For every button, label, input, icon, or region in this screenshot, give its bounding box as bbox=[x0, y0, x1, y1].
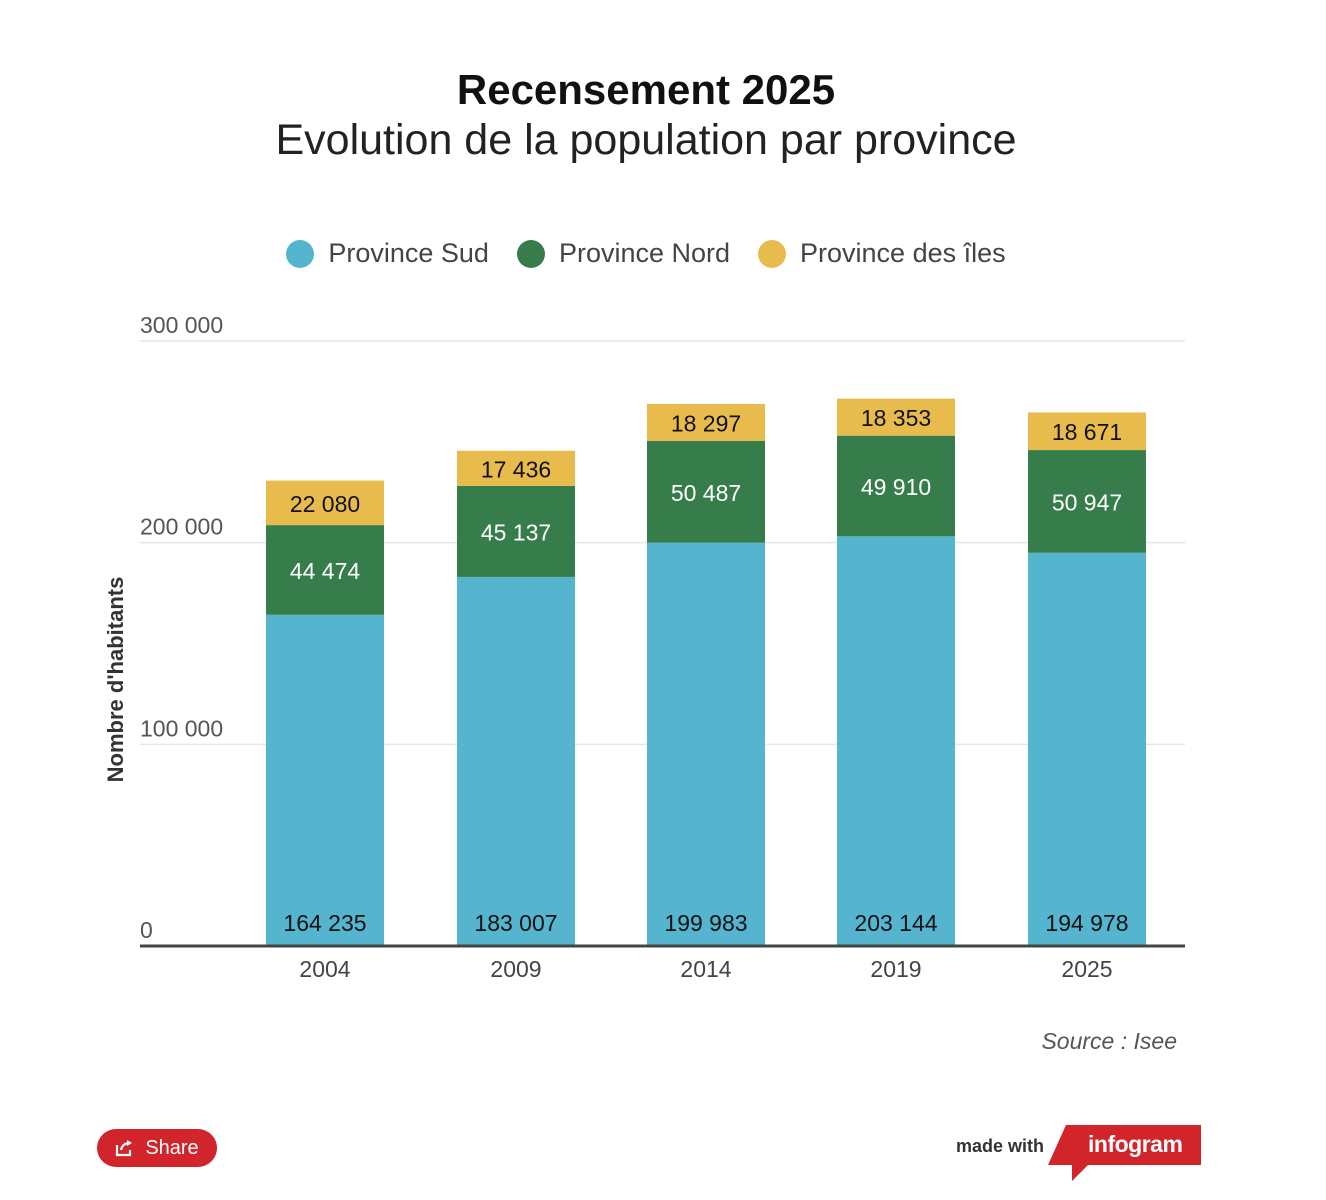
data-label: 44 474 bbox=[290, 558, 361, 584]
share-label: Share bbox=[145, 1136, 199, 1159]
legend-label-province-nord: Province Nord bbox=[558, 238, 731, 268]
chart-legend: Province Sud Province Nord Province des … bbox=[0, 238, 1292, 269]
data-label: 203 144 bbox=[854, 910, 937, 936]
chart-title: Recensement 2025 bbox=[456, 66, 836, 113]
bar-province-sud-2004 bbox=[266, 614, 384, 946]
x-tick-label: 2019 bbox=[870, 956, 921, 982]
y-axis-label: Nombre d'habitants bbox=[103, 577, 128, 783]
y-tick-label: 0 bbox=[140, 917, 153, 943]
made-with-text: made with bbox=[956, 1136, 1045, 1156]
bar-province-des-les-2004 bbox=[266, 480, 384, 526]
share-icon bbox=[116, 1140, 133, 1157]
data-label: 183 007 bbox=[474, 910, 557, 936]
legend-item-province-sud[interactable]: Province Sud bbox=[286, 238, 489, 269]
chart-subtitle: Evolution de la population par province bbox=[275, 116, 1017, 164]
data-label: 194 978 bbox=[1045, 910, 1128, 936]
legend-swatch-province-des-iles bbox=[758, 239, 787, 268]
infogram-logo-icon[interactable] bbox=[1048, 1125, 1201, 1181]
x-tick-label: 2004 bbox=[299, 956, 350, 982]
data-label: 50 487 bbox=[671, 480, 741, 506]
bar-province-des-les-2025 bbox=[1028, 412, 1146, 451]
data-label: 18 297 bbox=[671, 410, 741, 436]
data-label: 50 947 bbox=[1052, 489, 1122, 515]
bar-province-des-les-2009 bbox=[457, 450, 575, 486]
data-label: 22 080 bbox=[290, 491, 360, 517]
bar-province-sud-2019 bbox=[837, 536, 955, 946]
bar-province-sud-2009 bbox=[457, 576, 575, 946]
stacked-bar-chart: 0 100 000 200 000 300 000 Nombre d'habitants… bbox=[103, 312, 1185, 982]
bar-province-nord-2019 bbox=[837, 435, 955, 537]
x-tick-label: 2025 bbox=[1061, 956, 1112, 982]
source-note: Source : Isee bbox=[1041, 1028, 1177, 1054]
bar-province-sud-2014 bbox=[647, 542, 765, 946]
data-label: 18 353 bbox=[861, 405, 931, 431]
bar-province-sud-2025 bbox=[1028, 552, 1146, 946]
y-tick-label: 100 000 bbox=[140, 715, 223, 741]
x-tick-label: 2009 bbox=[490, 956, 541, 982]
legend-label-province-des-iles: Province des îles bbox=[800, 238, 1006, 268]
bar-province-nord-2004 bbox=[266, 525, 384, 615]
y-tick-label: 200 000 bbox=[140, 514, 223, 540]
bar-province-nord-2009 bbox=[457, 485, 575, 577]
x-tick-label: 2014 bbox=[680, 956, 731, 982]
y-tick-label: 300 000 bbox=[140, 312, 223, 338]
data-label: 49 910 bbox=[861, 474, 931, 500]
bar-province-des-les-2014 bbox=[647, 403, 765, 441]
data-label: 45 137 bbox=[481, 519, 551, 545]
data-label: 199 983 bbox=[664, 910, 747, 936]
legend-swatch-province-nord bbox=[516, 239, 545, 268]
bar-province-nord-2014 bbox=[647, 440, 765, 543]
data-label: 18 671 bbox=[1052, 419, 1122, 445]
infogram-brand-label: infogram bbox=[1088, 1131, 1183, 1157]
legend-item-province-nord[interactable]: Province Nord bbox=[516, 238, 731, 269]
bar-province-des-les-2019 bbox=[837, 398, 955, 436]
data-label: 17 436 bbox=[481, 456, 551, 482]
data-label: 164 235 bbox=[283, 910, 366, 936]
legend-swatch-province-sud bbox=[286, 239, 315, 268]
legend-label-province-sud: Province Sud bbox=[328, 238, 489, 268]
share-button[interactable]: Share bbox=[97, 1129, 217, 1167]
legend-item-province-des-iles[interactable]: Province des îles bbox=[758, 238, 1006, 269]
bar-province-nord-2025 bbox=[1028, 450, 1146, 553]
